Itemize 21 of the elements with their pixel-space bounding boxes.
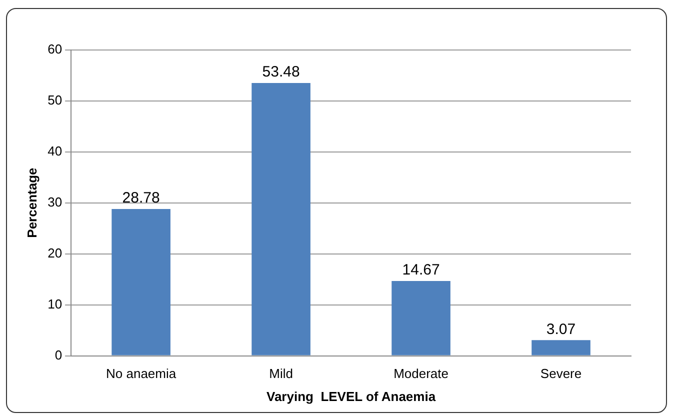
- x-tick-label: Severe: [540, 366, 582, 382]
- y-tick-label: 10: [48, 296, 62, 312]
- x-tick-label: Mild: [269, 366, 293, 382]
- y-tick-label: 50: [48, 92, 62, 108]
- data-label: 14.67: [402, 262, 440, 279]
- y-tick-label: 60: [48, 41, 62, 56]
- data-label: 3.07: [546, 320, 576, 338]
- y-axis-title: Percentage: [24, 168, 40, 238]
- bar: [112, 209, 170, 356]
- x-tick-label: No anaemia: [106, 366, 177, 382]
- data-label: 28.78: [122, 190, 160, 207]
- data-label: 53.48: [262, 64, 300, 81]
- bar: [392, 280, 450, 356]
- y-tick-label: 0: [54, 347, 62, 362]
- bar: [532, 340, 590, 356]
- x-axis-title: Varying LEVEL of Anaemia: [266, 388, 436, 404]
- x-tick-label: Moderate: [394, 366, 448, 382]
- y-tick-label: 40: [48, 143, 62, 158]
- y-tick-label: 20: [48, 245, 62, 260]
- y-tick-label: 30: [48, 194, 62, 210]
- bar: [252, 83, 310, 356]
